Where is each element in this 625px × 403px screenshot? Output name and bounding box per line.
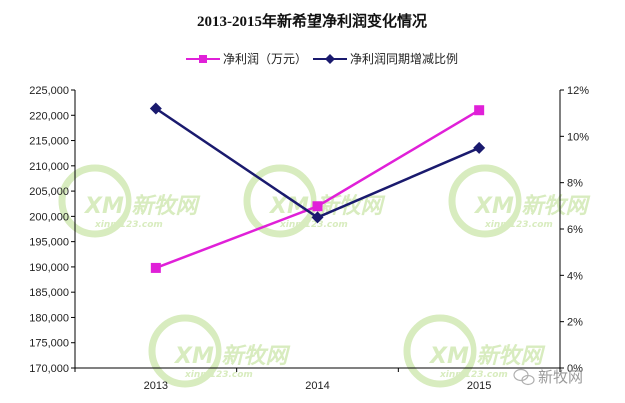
y-right-tick-label: 12% bbox=[567, 85, 589, 97]
wechat-icon bbox=[513, 368, 535, 386]
y-left-tick-label: 190,000 bbox=[29, 262, 69, 274]
y-left-tick-label: 225,000 bbox=[29, 85, 69, 97]
axes: 170,000 175,000 180,000 185,000 190,000 195,0… bbox=[29, 85, 589, 392]
legend-label-net-profit: 净利润（万元） bbox=[223, 52, 307, 66]
data-point-growth-rate bbox=[473, 141, 486, 154]
y-left-tick-label: 170,000 bbox=[29, 363, 69, 375]
credit: 新牧网 bbox=[513, 368, 583, 386]
y-right-tick-label: 8% bbox=[567, 178, 583, 190]
legend-label-growth-rate: 净利润同期增减比例 bbox=[350, 52, 458, 66]
y-left-tick-label: 210,000 bbox=[29, 161, 69, 173]
legend-item-growth-rate: 净利润同期增减比例 bbox=[313, 52, 458, 66]
x-tick-label: 2014 bbox=[305, 380, 329, 392]
legend-marker-net-profit bbox=[199, 55, 207, 63]
watermark-logo-text: XM 新牧网 bbox=[173, 343, 291, 369]
legend: 净利润（万元） 净利润同期增减比例 bbox=[186, 52, 458, 66]
data-point-growth-rate bbox=[149, 102, 162, 115]
legend-marker-growth-rate bbox=[325, 54, 335, 64]
y-right-tick-label: 4% bbox=[567, 270, 583, 282]
x-tick-label: 2013 bbox=[144, 380, 168, 392]
watermark-sub-text: xinm123.com bbox=[439, 370, 508, 380]
y-left-tick-label: 185,000 bbox=[29, 287, 69, 299]
credit-text: 新牧网 bbox=[538, 368, 583, 386]
watermark-logo-text: XM 新牧网 bbox=[473, 193, 591, 219]
watermark-logo-text: XM 新牧网 bbox=[83, 193, 201, 219]
legend-item-net-profit: 净利润（万元） bbox=[186, 52, 307, 66]
y-right-tick-label: 2% bbox=[567, 317, 583, 329]
data-point-net-profit bbox=[150, 262, 161, 273]
y-left-tick-label: 180,000 bbox=[29, 312, 69, 324]
series-line-net-profit bbox=[155, 109, 480, 270]
series-layer bbox=[149, 102, 486, 273]
y-left-tick-label: 205,000 bbox=[29, 186, 69, 198]
watermark-sub-text: xinm123.com bbox=[94, 220, 163, 230]
data-point-net-profit bbox=[474, 105, 485, 116]
y-left-tick-label: 200,000 bbox=[29, 211, 69, 223]
y-right-tick-label: 0% bbox=[567, 363, 583, 375]
y-right-tick-label: 10% bbox=[567, 131, 589, 143]
watermark-sub-text: xinm123.com bbox=[279, 220, 348, 230]
data-point-growth-rate bbox=[311, 211, 324, 224]
data-point-net-profit bbox=[312, 201, 323, 212]
x-tick-label: 2015 bbox=[467, 380, 491, 392]
watermark-logo-text: XM 新牧网 bbox=[428, 343, 546, 369]
watermark-sub-text: xinm123.com bbox=[484, 220, 553, 230]
chart-title: 2013-2015年新希望净利润变化情况 bbox=[197, 12, 427, 30]
watermark-sub-text: xinm123.com bbox=[184, 370, 253, 380]
y-left-tick-label: 175,000 bbox=[29, 338, 69, 350]
y-right-tick-label: 6% bbox=[567, 224, 583, 236]
y-left-tick-label: 215,000 bbox=[29, 136, 69, 148]
y-left-tick-label: 220,000 bbox=[29, 110, 69, 122]
y-left-tick-label: 195,000 bbox=[29, 237, 69, 249]
